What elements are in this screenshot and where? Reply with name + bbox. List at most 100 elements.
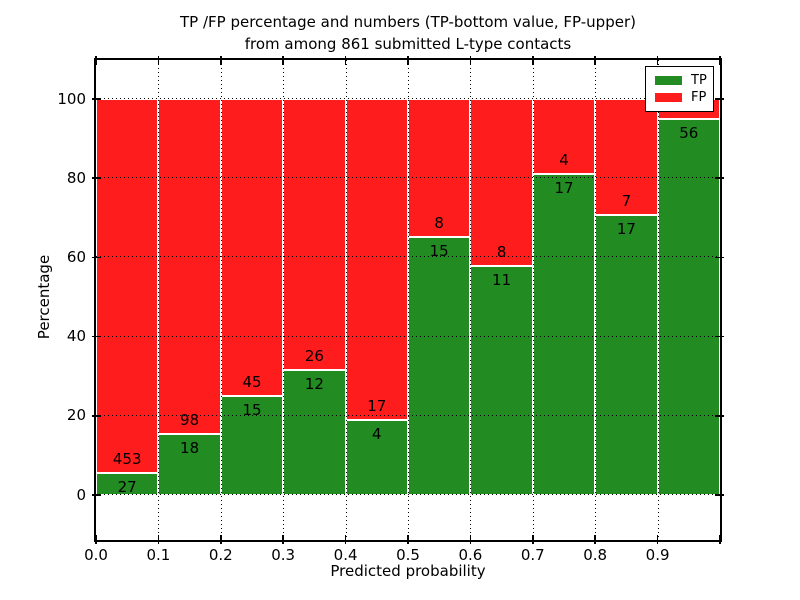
x-tick-mark-top [532, 56, 534, 65]
legend-label-fp: FP [691, 90, 707, 105]
x-tick-mark [344, 535, 347, 544]
x-tick-mark-top [95, 56, 97, 65]
x-tick-mark [532, 535, 534, 544]
y-tick-mark [92, 256, 101, 259]
chart-title-line2: from among 861 submitted L-type contacts [244, 35, 572, 53]
fp-count-label: 26 [304, 346, 324, 365]
vertical-gridline [158, 60, 160, 540]
x-tick-mark [719, 535, 721, 544]
fp-count-label: 17 [367, 396, 387, 415]
legend-item-fp: FP [655, 90, 713, 105]
x-tick-mark [282, 535, 284, 544]
plot-area: TP FP 453 27 98 18 45 15 26 12 17 4 8 15 8 11 4 17 7 17 56 [92, 56, 724, 544]
y-tick-label: 0 [76, 485, 86, 504]
y-tick-label: 40 [66, 327, 86, 346]
tp-legend-swatch [655, 76, 682, 85]
x-tick-mark-top [282, 56, 284, 65]
y-tick-mark-right [715, 177, 724, 179]
fp-count-label: 7 [621, 191, 632, 210]
x-tick-label: 0.1 [146, 546, 171, 564]
vertical-gridline [345, 60, 347, 540]
x-tick-mark [157, 535, 160, 544]
y-tick-mark-right [715, 335, 724, 338]
x-tick-label: 0.6 [458, 546, 483, 564]
x-tick-mark [594, 535, 596, 544]
tp-count-label: 4 [372, 424, 382, 443]
fp-count-label: 4 [559, 151, 569, 170]
tp-bar-segment [657, 119, 720, 495]
x-tick-label: 0.4 [333, 546, 358, 564]
tp-count-label: 15 [429, 241, 449, 260]
tp-count-label: 12 [304, 374, 324, 393]
vertical-gridline [657, 60, 659, 540]
x-tick-mark-top [594, 56, 596, 65]
fp-bar-segment [283, 99, 346, 370]
fp-bar-segment [595, 99, 658, 215]
tp-bar-segment [408, 236, 471, 495]
x-tick-mark-top [220, 56, 222, 65]
vertical-gridline [220, 60, 222, 540]
x-tick-mark-top [407, 56, 409, 65]
fp-bar-segment [220, 99, 284, 396]
legend: TP FP [645, 66, 714, 112]
vertical-gridline [595, 60, 597, 540]
x-tick-mark-top [344, 56, 347, 65]
vertical-gridline [470, 60, 472, 540]
fp-bar-segment [470, 99, 533, 266]
y-tick-mark [92, 415, 101, 417]
x-tick-mark-top [656, 56, 659, 65]
y-tick-mark [92, 335, 101, 338]
fp-bar-segment [158, 99, 221, 434]
x-tick-mark [656, 535, 659, 544]
x-tick-mark [469, 535, 472, 544]
fp-count-label: 8 [434, 213, 444, 232]
tp-count-label: 18 [180, 438, 200, 457]
fp-bar-segment [96, 99, 159, 473]
fp-legend-swatch [655, 93, 682, 102]
vertical-gridline [283, 60, 285, 540]
chart-title: TP /FP percentage and numbers (TP-bottom… [96, 11, 720, 55]
y-tick-label: 100 [57, 89, 86, 108]
x-tick-mark [407, 535, 409, 544]
x-tick-label: 0.5 [396, 546, 420, 564]
y-tick-mark [92, 494, 101, 496]
x-tick-label: 0.2 [208, 546, 233, 564]
x-tick-mark-top [719, 56, 721, 65]
x-tick-label: 0.7 [520, 546, 545, 564]
legend-label-tp: TP [691, 73, 707, 88]
fp-count-label: 98 [180, 410, 200, 429]
x-tick-mark [220, 535, 222, 544]
x-tick-mark-top [157, 56, 160, 65]
x-tick-label: 0.9 [645, 546, 670, 564]
x-tick-label: 0.8 [583, 546, 608, 564]
tp-bar-segment [470, 265, 533, 495]
y-tick-label: 60 [66, 247, 86, 266]
tp-count-label: 17 [616, 219, 636, 238]
y-tick-label: 20 [66, 406, 86, 425]
tp-count-label: 15 [242, 401, 262, 419]
fp-bar-segment [345, 99, 408, 420]
y-tick-mark [92, 98, 101, 100]
y-tick-mark-right [715, 98, 724, 100]
tp-count-label: 11 [492, 270, 512, 289]
tp-count-label: 27 [117, 477, 137, 496]
legend-item-tp: TP [655, 73, 713, 88]
y-tick-mark-right [715, 494, 724, 496]
y-tick-mark-right [715, 256, 724, 259]
x-tick-mark-top [469, 56, 472, 65]
tp-count-label: 56 [679, 124, 699, 143]
x-tick-label: 0.3 [271, 546, 296, 564]
y-tick-mark [92, 177, 101, 179]
fp-count-label: 8 [496, 242, 507, 261]
x-tick-mark [95, 535, 97, 544]
fp-count-label: 453 [112, 449, 142, 468]
y-tick-label: 80 [66, 168, 86, 187]
y-tick-mark-right [715, 415, 724, 417]
tp-bar-segment [220, 396, 284, 495]
chart-title-line1: TP /FP percentage and numbers (TP-bottom… [180, 13, 636, 31]
x-tick-label: 0.0 [84, 546, 108, 564]
vertical-gridline [532, 60, 534, 540]
fp-count-label: 45 [242, 373, 262, 391]
x-axis-label: Predicted probability [330, 562, 486, 580]
